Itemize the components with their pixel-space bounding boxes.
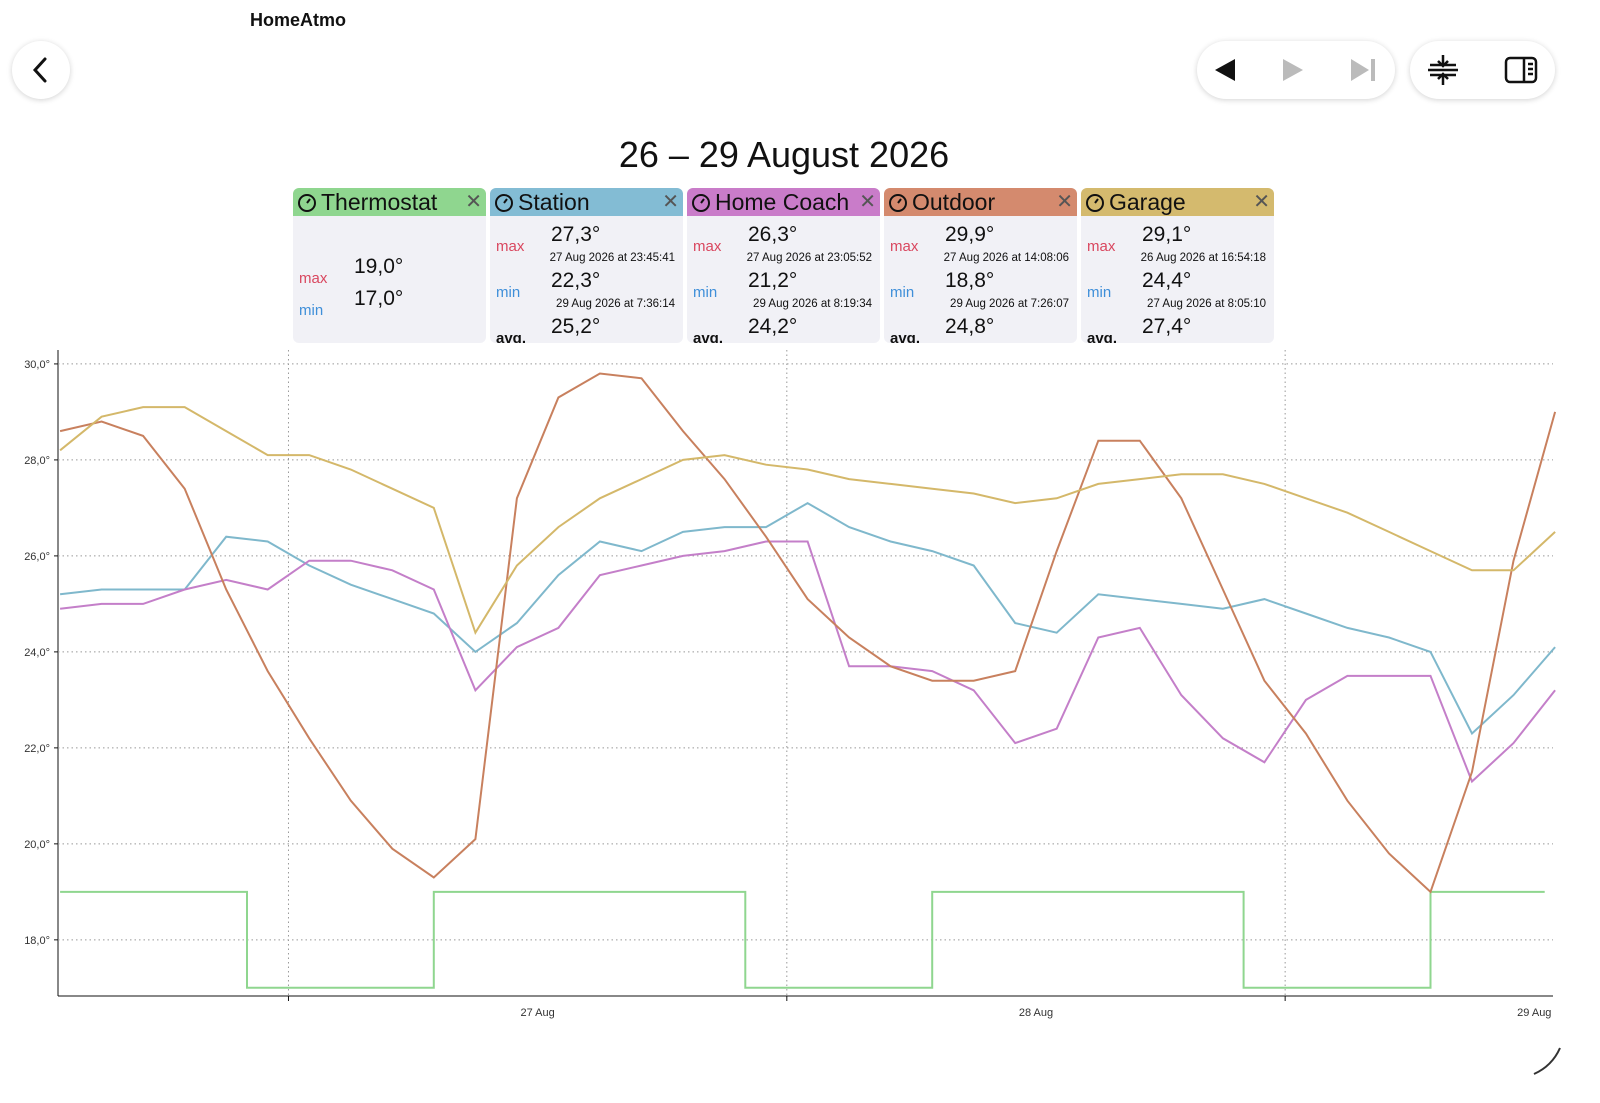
back-icon	[32, 57, 47, 83]
stat-value: 29,9°	[945, 223, 995, 246]
sensor-icon	[692, 194, 710, 212]
y-tick-label: 18,0°	[24, 935, 50, 947]
back-button[interactable]	[12, 41, 70, 99]
legend-name: Garage	[1109, 189, 1186, 215]
legend-name: Station	[518, 189, 590, 215]
stat-value: 19,0°	[354, 255, 404, 278]
stat-label: max	[890, 238, 919, 255]
stat-time: 27 Aug 2026 at 23:45:41	[549, 252, 675, 264]
legend-header: Station ✕	[490, 188, 683, 216]
legend-header: Garage ✕	[1081, 188, 1274, 216]
legend-card: Home Coach ✕ max 26,3° 27 Aug 2026 at 23:05:…	[687, 188, 880, 343]
stat-time: 27 Aug 2026 at 8:05:10	[1147, 298, 1266, 310]
stat-label: avg.	[693, 330, 724, 343]
legend-header: Home Coach ✕	[687, 188, 880, 216]
chart-title: 26 – 29 August 2026	[618, 134, 950, 175]
view-controls	[1410, 41, 1555, 99]
end-button[interactable]	[1351, 59, 1375, 81]
play-button[interactable]	[1283, 59, 1303, 81]
y-tick-label: 30,0°	[24, 359, 50, 371]
stat-time: 27 Aug 2026 at 14:08:06	[943, 252, 1069, 264]
stat-value: 22,3°	[551, 269, 601, 292]
stat-value: 29,1°	[1142, 223, 1192, 246]
sensor-icon	[298, 194, 316, 212]
legend-card: Station ✕ max 27,3° 27 Aug 2026 at 23:45:41 m…	[490, 188, 683, 343]
series-line	[59, 372, 1557, 894]
stat-time: 26 Aug 2026 at 16:54:18	[1140, 252, 1266, 264]
series-line	[59, 540, 1556, 784]
x-tick-label: 27 Aug	[521, 1007, 555, 1019]
series-line	[60, 890, 1545, 989]
stat-value: 24,4°	[1142, 269, 1192, 292]
sensor-icon	[495, 194, 513, 212]
close-button[interactable]: ✕	[859, 191, 876, 213]
y-tick-label: 20,0°	[24, 839, 50, 851]
stat-value: 27,3°	[551, 223, 601, 246]
y-tick-label: 26,0°	[24, 551, 50, 563]
previous-button[interactable]	[1215, 59, 1235, 81]
y-tick-label: 28,0°	[24, 455, 50, 467]
stat-value: 24,2°	[748, 315, 798, 338]
app-title: HomeAtmo	[250, 10, 347, 30]
y-tick-label: 24,0°	[24, 647, 50, 659]
y-tick-label: 22,0°	[24, 743, 50, 755]
legend-header: Thermostat ✕	[293, 188, 486, 216]
legend-name: Outdoor	[912, 189, 996, 215]
stat-label: max	[693, 238, 722, 255]
stat-label: min	[496, 284, 521, 301]
stat-label: max	[299, 270, 328, 287]
legend-card: Outdoor ✕ max 29,9° 27 Aug 2026 at 14:08:06 m…	[884, 188, 1077, 343]
stat-label: max	[1087, 238, 1116, 255]
view-icons	[1428, 55, 1538, 85]
stat-time: 29 Aug 2026 at 7:26:07	[950, 298, 1069, 310]
sensor-icon	[889, 194, 907, 212]
series-line	[59, 406, 1556, 636]
stat-label: min	[1087, 284, 1112, 301]
sensor-icon	[1086, 194, 1104, 212]
stat-label: max	[496, 238, 525, 255]
series-line	[59, 501, 1556, 736]
stat-time: 29 Aug 2026 at 8:19:34	[753, 298, 872, 310]
stat-label: avg.	[496, 330, 527, 343]
x-tick-label: 29 Aug	[1517, 1007, 1551, 1019]
stat-time: 27 Aug 2026 at 23:05:52	[746, 252, 872, 264]
legend-name: Thermostat	[321, 189, 438, 215]
close-button[interactable]: ✕	[1056, 191, 1073, 213]
legend-card: Thermostat ✕ max 19,0° min 17,0°	[293, 188, 486, 343]
stat-value: 25,2°	[551, 315, 601, 338]
stat-label: avg.	[1087, 330, 1118, 343]
stat-time: 29 Aug 2026 at 7:36:14	[556, 298, 675, 310]
stat-value: 21,2°	[748, 269, 798, 292]
close-button[interactable]: ✕	[1253, 191, 1270, 213]
stat-value: 26,3°	[748, 223, 798, 246]
stat-label: avg.	[890, 330, 921, 343]
stat-label: min	[693, 284, 718, 301]
stat-label: min	[890, 284, 915, 301]
playback-controls	[1197, 41, 1395, 99]
legend-name: Home Coach	[715, 189, 850, 215]
legend-card: Garage ✕ max 29,1° 26 Aug 2026 at 16:54:18 mi…	[1081, 188, 1274, 343]
stat-value: 27,4°	[1142, 315, 1192, 338]
stat-value: 24,8°	[945, 315, 995, 338]
compress-button[interactable]	[1428, 55, 1458, 85]
resize-handle[interactable]	[1533, 1047, 1561, 1075]
stat-value: 18,8°	[945, 269, 995, 292]
stat-value: 17,0°	[354, 287, 404, 310]
stat-label: min	[299, 302, 324, 319]
close-button[interactable]: ✕	[662, 191, 679, 213]
close-button[interactable]: ✕	[465, 191, 482, 213]
x-tick-label: 28 Aug	[1019, 1007, 1053, 1019]
sidebar-button[interactable]	[1504, 56, 1538, 84]
legend-header: Outdoor ✕	[884, 188, 1077, 216]
playback-icons	[1215, 59, 1375, 81]
